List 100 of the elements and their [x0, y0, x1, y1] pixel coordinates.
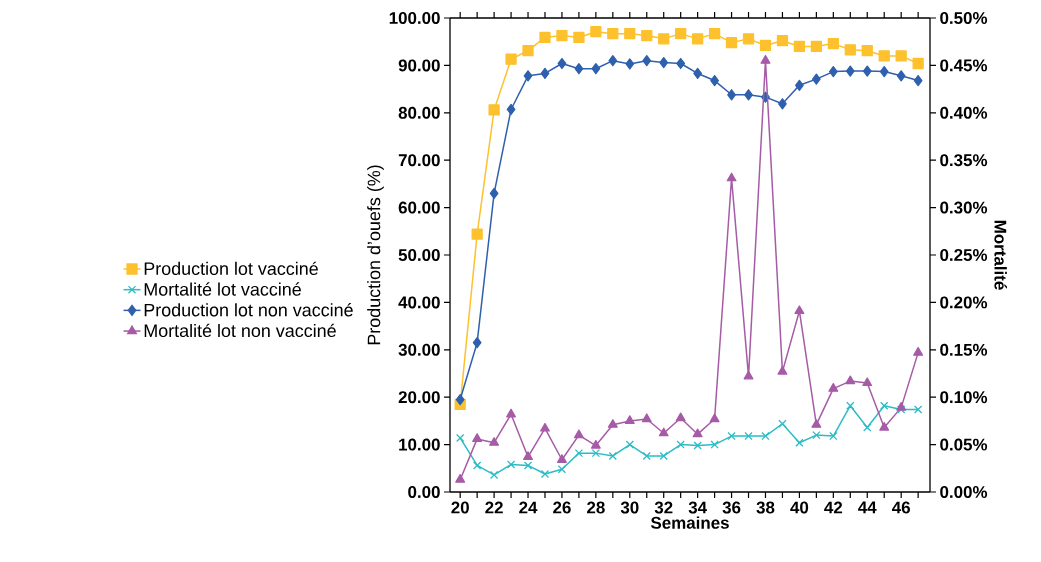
point — [523, 70, 533, 82]
point — [795, 438, 804, 447]
point — [861, 45, 873, 57]
point — [710, 440, 719, 449]
x-tick-label: 24 — [519, 501, 538, 514]
point — [693, 67, 703, 80]
y2-tick-label: 0.50% — [940, 12, 988, 24]
point — [912, 57, 924, 70]
point — [879, 421, 890, 431]
y2-tick-label: 0.20% — [940, 296, 988, 309]
point — [539, 31, 551, 44]
y2-axis-title: Mortalité — [994, 220, 1007, 290]
point — [557, 465, 567, 474]
y-tick-label: 70.00 — [398, 154, 440, 167]
point — [812, 430, 821, 440]
point — [811, 73, 821, 85]
point — [777, 365, 788, 375]
point — [709, 413, 720, 423]
point — [641, 29, 653, 42]
point — [556, 454, 567, 463]
point — [489, 187, 499, 200]
point — [472, 337, 482, 349]
x-tick-label: 20 — [451, 501, 469, 514]
point — [744, 431, 753, 441]
point — [540, 67, 550, 80]
legend-label: Mortalité lot non vacciné — [144, 323, 336, 338]
point — [879, 65, 889, 78]
point — [863, 423, 872, 432]
point — [844, 44, 856, 56]
x-axis-title: Semaines — [650, 516, 729, 529]
point — [625, 58, 635, 70]
point — [642, 55, 652, 67]
x-tick-label: 42 — [824, 501, 843, 514]
point — [675, 28, 687, 40]
point — [556, 29, 568, 42]
y2-tick-label: 0.45% — [940, 59, 988, 72]
point — [776, 35, 789, 47]
y-axis-title: Production d’ouefs (%) — [367, 165, 384, 345]
point — [727, 89, 736, 101]
y-tick-label: 90.00 — [398, 59, 440, 72]
point — [862, 65, 872, 77]
point — [727, 431, 736, 441]
x-tick-label: 22 — [485, 501, 503, 514]
point — [573, 31, 585, 44]
point — [725, 37, 738, 49]
point — [880, 401, 889, 410]
point — [878, 50, 890, 62]
point — [590, 439, 601, 449]
y2-tick-label: 0.05% — [940, 438, 988, 451]
y2-tick-label: 0.10% — [940, 391, 988, 404]
point — [641, 413, 652, 423]
point — [810, 40, 822, 53]
point — [743, 370, 754, 380]
y-tick-label: 30.00 — [398, 343, 440, 356]
y-tick-label: 50.00 — [398, 249, 440, 261]
point — [778, 98, 787, 110]
point — [574, 63, 584, 75]
point — [744, 89, 753, 101]
y-tick-label: 40.00 — [398, 296, 440, 309]
y-tick-label: 80.00 — [398, 106, 440, 119]
point — [658, 33, 670, 45]
point — [624, 28, 636, 40]
point — [913, 405, 923, 414]
x-tick-label: 36 — [722, 501, 741, 514]
point — [591, 448, 601, 458]
y-tick-label: 10.00 — [399, 438, 440, 451]
point — [506, 408, 517, 418]
point — [845, 375, 856, 385]
point — [557, 57, 567, 70]
point — [625, 440, 634, 449]
point — [896, 401, 907, 411]
point — [846, 401, 855, 410]
point — [795, 79, 804, 91]
point — [862, 377, 873, 387]
point — [794, 305, 805, 315]
point — [523, 461, 533, 470]
y2-tick-label: 0.30% — [940, 201, 988, 214]
point — [693, 441, 702, 450]
point — [523, 451, 533, 461]
x-tick-label: 30 — [620, 501, 639, 514]
point — [896, 70, 906, 82]
point — [793, 40, 806, 53]
y-tick-label: 100.00 — [389, 12, 440, 24]
y2-tick-label: 0.40% — [940, 106, 988, 119]
y2-tick-label: 0.15% — [940, 343, 988, 356]
point — [828, 383, 839, 392]
y-tick-label: 0.00 — [408, 486, 440, 498]
point — [607, 28, 619, 40]
legend-label: Mortalité lot vacciné — [144, 282, 301, 296]
x-tick-label: 40 — [790, 501, 809, 514]
point — [540, 469, 550, 479]
point — [761, 431, 770, 441]
point — [471, 228, 483, 240]
point — [829, 431, 838, 441]
x-tick-label: 44 — [858, 501, 877, 514]
point — [913, 74, 923, 87]
point — [624, 415, 635, 425]
point — [659, 451, 668, 461]
point — [522, 45, 534, 57]
x-tick-label: 32 — [654, 501, 673, 514]
